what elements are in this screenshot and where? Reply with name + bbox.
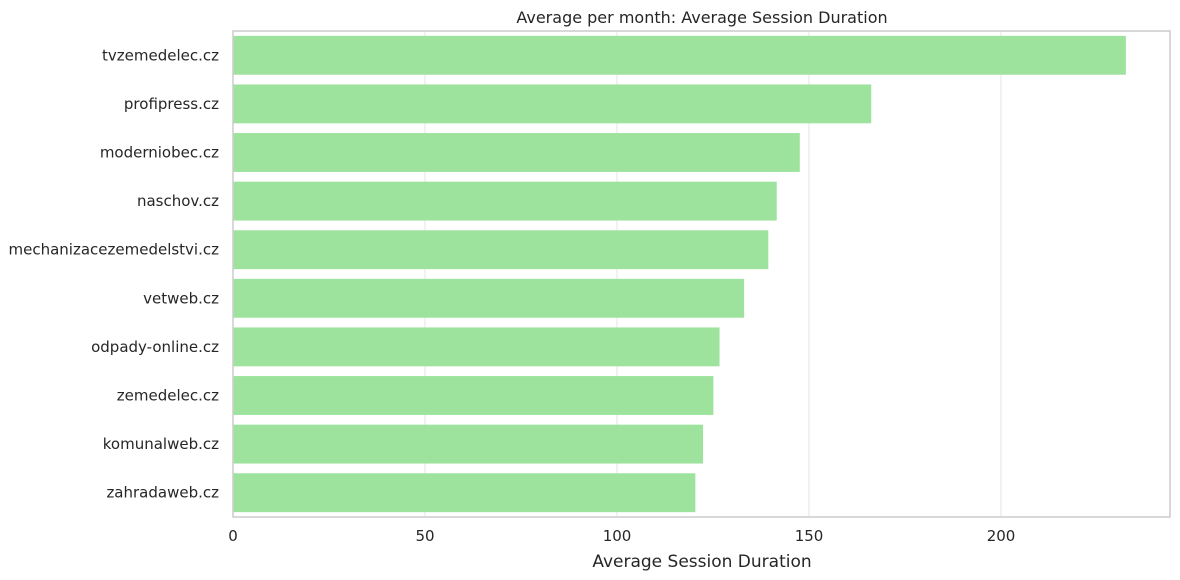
chart-title: Average per month: Average Session Durat…	[516, 8, 887, 27]
x-tick-label: 100	[603, 527, 632, 545]
bar-vetweb-cz	[233, 278, 745, 318]
bar-mechanizacezemedelstvi-cz	[233, 230, 769, 270]
y-tick-label: mechanizacezemedelstvi.cz	[9, 241, 220, 259]
x-tick-label: 200	[987, 527, 1016, 545]
y-tick-label: tvzemedelec.cz	[102, 46, 219, 64]
bars	[233, 35, 1126, 513]
y-tick-labels: tvzemedelec.cz profipress.cz moderniobec.c…	[9, 46, 220, 501]
bar-moderniobec-cz	[233, 133, 800, 172]
x-axis-label: Average Session Duration	[592, 552, 811, 572]
bar-zahradaweb-cz	[233, 473, 696, 513]
y-tick-label: zemedelec.cz	[117, 387, 219, 405]
bar-komunalweb-cz	[233, 424, 704, 464]
x-tick-label: 0	[228, 527, 238, 545]
x-tick-label: 50	[415, 527, 434, 545]
bar-odpady-online-cz	[233, 327, 720, 367]
y-tick-label: profipress.cz	[124, 95, 219, 113]
y-tick-label: zahradaweb.cz	[106, 484, 219, 502]
x-tick-label: 150	[795, 527, 824, 545]
plot-frame	[232, 30, 1171, 518]
bar-naschov-cz	[233, 181, 777, 221]
bar-zemedelec-cz	[233, 376, 714, 415]
bar-profipress-cz	[233, 84, 872, 124]
y-tick-label: odpady-online.cz	[91, 338, 219, 356]
x-tick-labels: 0 50 100 150 200	[228, 527, 1015, 545]
y-tick-label: vetweb.cz	[143, 289, 219, 307]
y-tick-label: moderniobec.cz	[100, 144, 219, 162]
y-tick-label: naschov.cz	[137, 192, 219, 210]
bar-tvzemedelec-cz	[233, 35, 1126, 75]
y-tick-label: komunalweb.cz	[103, 435, 219, 453]
